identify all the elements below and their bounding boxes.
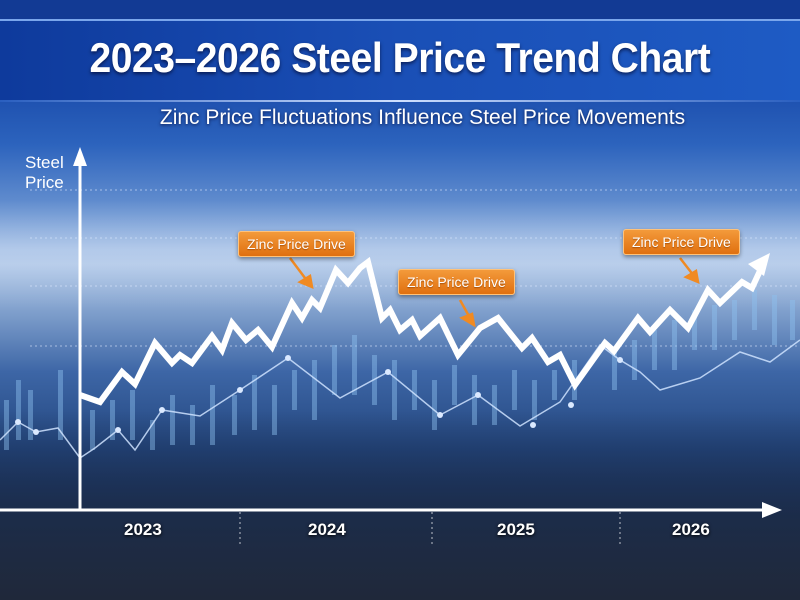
secondary-line-markers bbox=[15, 355, 623, 435]
y-axis-label-line1: Steel bbox=[25, 153, 64, 172]
title-rule bbox=[0, 100, 800, 102]
year-separators bbox=[239, 512, 621, 545]
x-tick-2025: 2025 bbox=[497, 520, 535, 539]
y-axis-arrow bbox=[73, 147, 87, 166]
top-rule bbox=[0, 19, 800, 21]
title-band bbox=[0, 21, 800, 101]
x-tick-2023: 2023 bbox=[124, 520, 162, 539]
candlestick-backdrop bbox=[4, 290, 795, 450]
callout-zinc-price-drive-2025: Zinc Price Drive bbox=[398, 269, 515, 295]
chart-title: 2023–2026 Steel Price Trend Chart bbox=[89, 34, 711, 81]
callout-zinc-price-drive-2026: Zinc Price Drive bbox=[623, 229, 740, 255]
y-axis-label: Steel Price bbox=[25, 153, 64, 193]
callout-pointers bbox=[289, 257, 700, 328]
steel-price-line bbox=[79, 256, 768, 406]
chart-subtitle: Zinc Price Fluctuations Influence Steel … bbox=[159, 106, 686, 129]
trend-arrowhead bbox=[748, 253, 770, 276]
x-tick-2026: 2026 bbox=[672, 520, 710, 539]
top-band bbox=[0, 0, 800, 20]
y-axis-label-line2: Price bbox=[25, 173, 64, 192]
callout-zinc-price-drive-2024: Zinc Price Drive bbox=[238, 231, 355, 257]
x-axis-arrow bbox=[762, 502, 782, 518]
secondary-trend-line bbox=[0, 339, 800, 460]
industrial-skyline-background bbox=[0, 410, 800, 600]
x-tick-2024: 2024 bbox=[308, 520, 346, 539]
